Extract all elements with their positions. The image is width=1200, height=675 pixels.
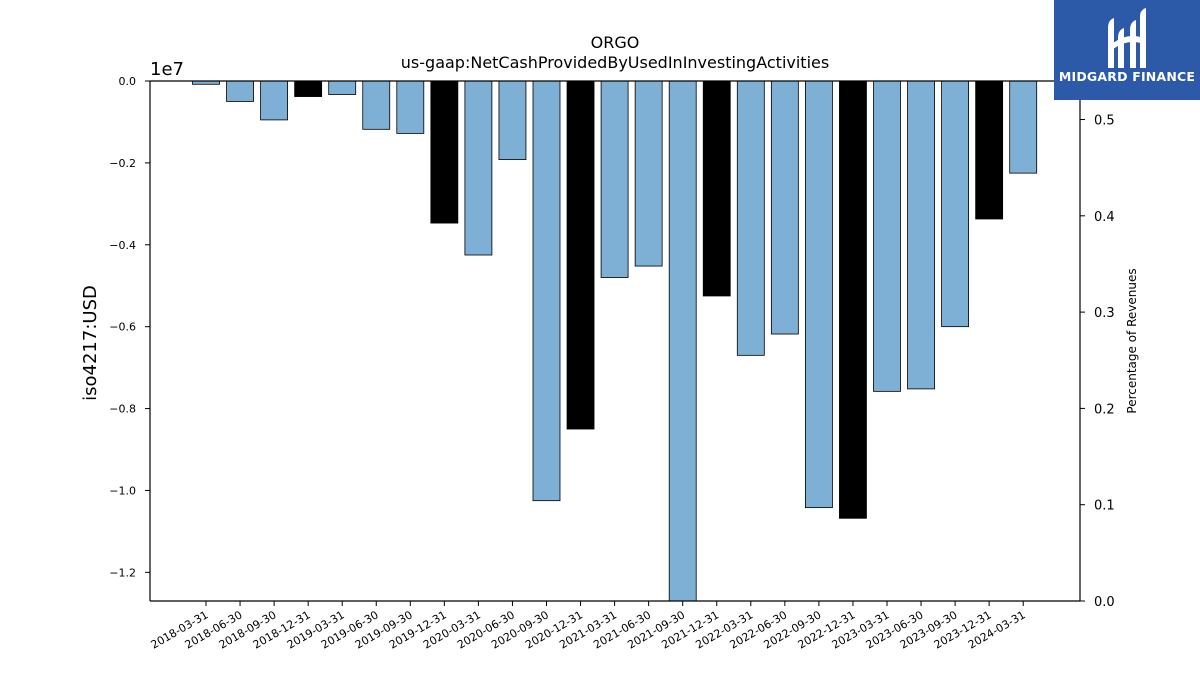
x-axis-ticks: 2018-03-312018-06-302018-09-302018-12-31… (149, 601, 1028, 652)
bar-2018-09-30 (260, 80, 289, 121)
bar-2023-06-30 (907, 80, 935, 390)
bar-2019-12-31 (430, 80, 459, 224)
bar-2019-09-30 (396, 80, 425, 134)
bar-2020-06-30 (498, 80, 527, 161)
bar-2021-12-31 (702, 80, 731, 297)
y-tick-label: 0.0 (119, 75, 137, 88)
bar-2018-06-30 (226, 80, 254, 102)
bar-2021-06-30 (634, 80, 663, 267)
y2-tick-label: 0.2 (1094, 402, 1115, 417)
bar-2022-12-31 (839, 80, 867, 519)
bar-2020-09-30 (532, 80, 561, 502)
y-tick-label: −0.2 (109, 157, 136, 170)
chart-title: ORGO (591, 33, 640, 52)
y-axis-label: iso4217:USD (80, 285, 101, 401)
y2-axis-ticks: 0.0 0.1 0.2 0.3 0.4 0.5 (1080, 114, 1115, 610)
y-tick-label: −0.8 (109, 403, 136, 416)
bar-2023-12-31 (975, 80, 1004, 220)
y2-tick-label: 0.4 (1094, 210, 1115, 225)
bar-2021-03-31 (600, 80, 629, 278)
y-tick-label: −0.4 (109, 239, 136, 252)
y2-tick-label: 0.3 (1094, 306, 1115, 321)
bar-2024-03-31 (1009, 80, 1038, 174)
y2-tick-label: 0.0 (1094, 595, 1115, 610)
bar-2022-06-30 (770, 80, 799, 335)
bar-2019-03-31 (328, 80, 357, 95)
y2-tick-label: 0.1 (1094, 499, 1115, 514)
y2-tick-label: 0.5 (1094, 114, 1115, 129)
bar-2018-12-31 (294, 80, 323, 97)
bar-2019-06-30 (362, 80, 391, 130)
bar-2020-12-31 (566, 80, 595, 430)
bar-2022-09-30 (805, 80, 833, 509)
y-offset-label: 1e7 (150, 59, 184, 80)
bar-2020-03-31 (464, 80, 493, 256)
bar-2023-03-31 (873, 80, 901, 392)
chart-subtitle: us-gaap:NetCashProvidedByUsedInInvesting… (401, 53, 829, 72)
brand-logo: MIDGARD FINANCE (1054, 0, 1200, 100)
bar-2021-09-30 (668, 80, 697, 602)
y-tick-label: −1.2 (109, 566, 136, 579)
y-tick-label: −1.0 (109, 484, 136, 497)
bar-2023-09-30 (941, 80, 969, 328)
logo-text: MIDGARD FINANCE (1058, 69, 1196, 84)
y2-axis-label: Percentage of Revenues (1125, 268, 1139, 413)
y-tick-label: −0.6 (109, 321, 136, 334)
bars-group (192, 80, 1038, 602)
y-axis-ticks: 0.0 −0.2 −0.4 −0.6 −0.8 −1.0 −1.2 (109, 75, 150, 579)
midgard-logo-icon (1108, 8, 1146, 68)
bar-2022-03-31 (736, 80, 765, 356)
